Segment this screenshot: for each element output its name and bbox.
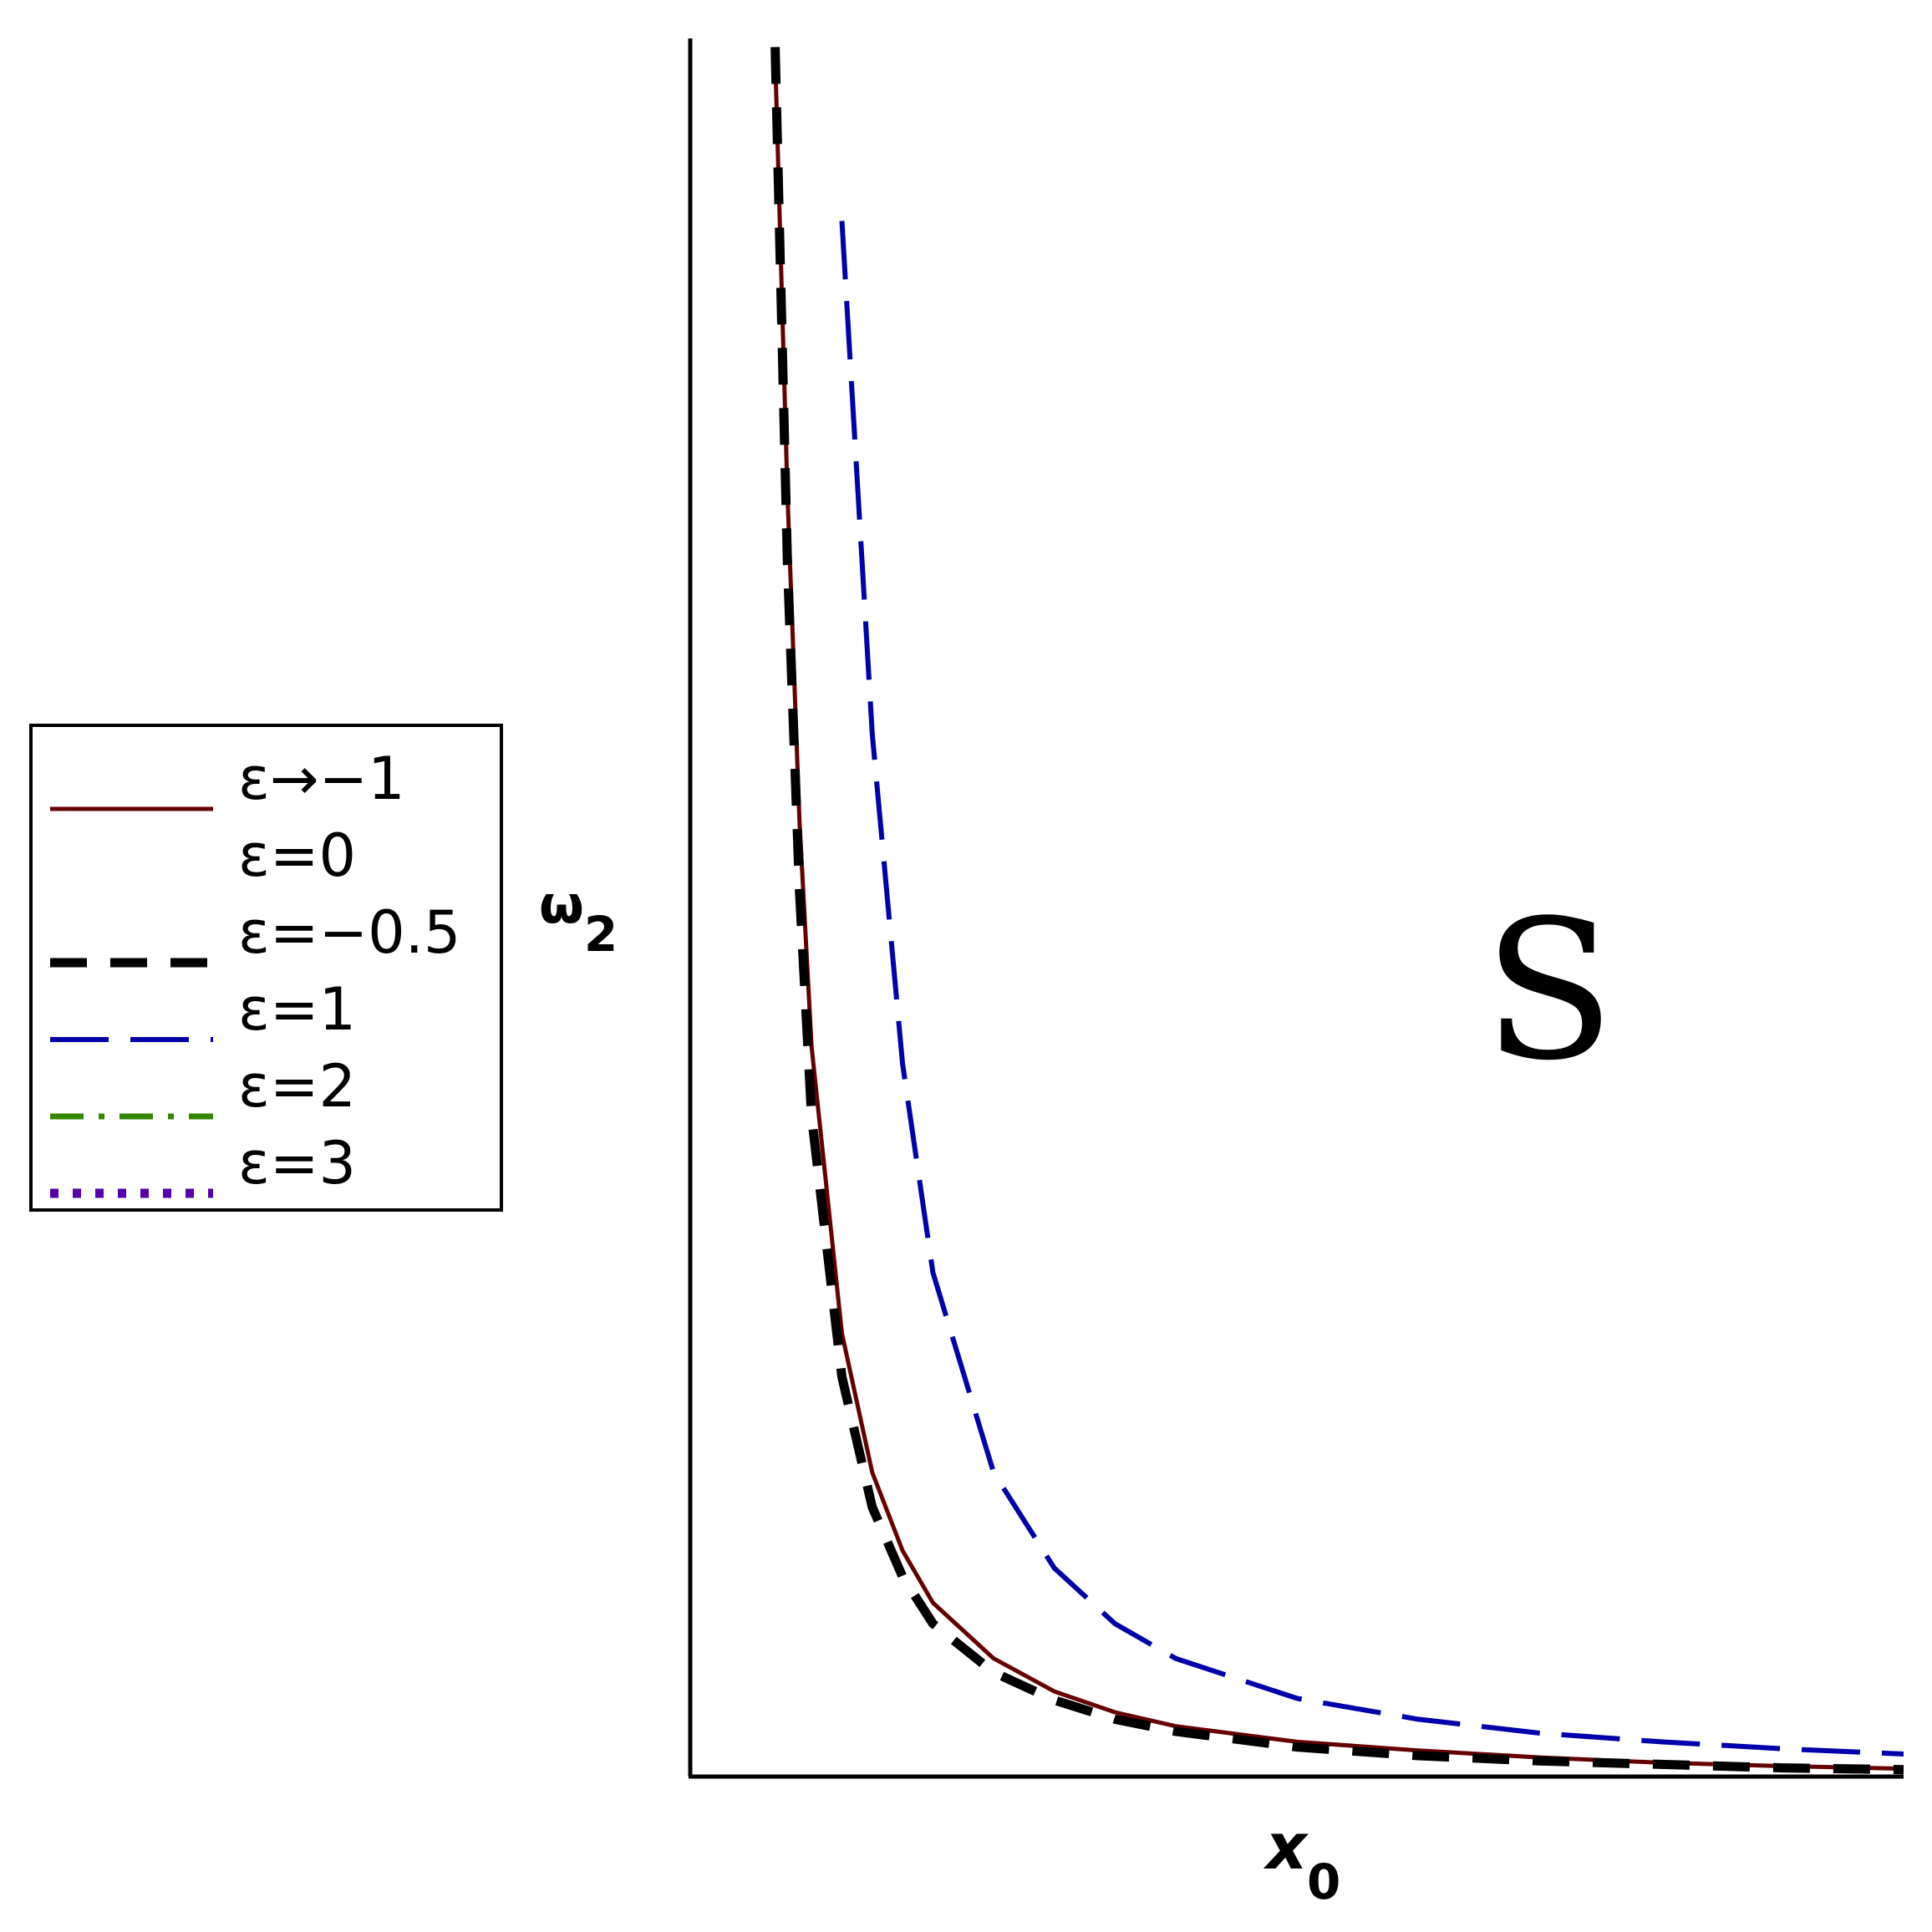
legend-box [29,724,503,1212]
legend-label-4: ε=2 [238,1052,356,1121]
legend-label-0: ε→−1 [238,745,405,813]
series-lines [770,47,1904,1775]
legend-label-3: ε=1 [238,975,356,1044]
legend-label-5: ε=3 [238,1129,356,1197]
series-line-3 [839,221,1904,1757]
x-axis-label: x0 [1263,1809,1340,1910]
legend-label-1: ε=0 [238,821,356,890]
x-axis-label-subscript: 0 [1307,1853,1340,1910]
series-line-0 [773,55,1904,1772]
region-annotation: S [1483,880,1615,1103]
series-line-2 [770,47,1904,1775]
legend-label-2: ε=−0.5 [238,898,460,967]
y-axis-label: ω2 [539,874,618,963]
y-axis-label-subscript: 2 [584,906,618,963]
legend: ε→−1 ε=0 ε=−0.5 ε=1 ε=2 ε=3 [29,724,503,1212]
